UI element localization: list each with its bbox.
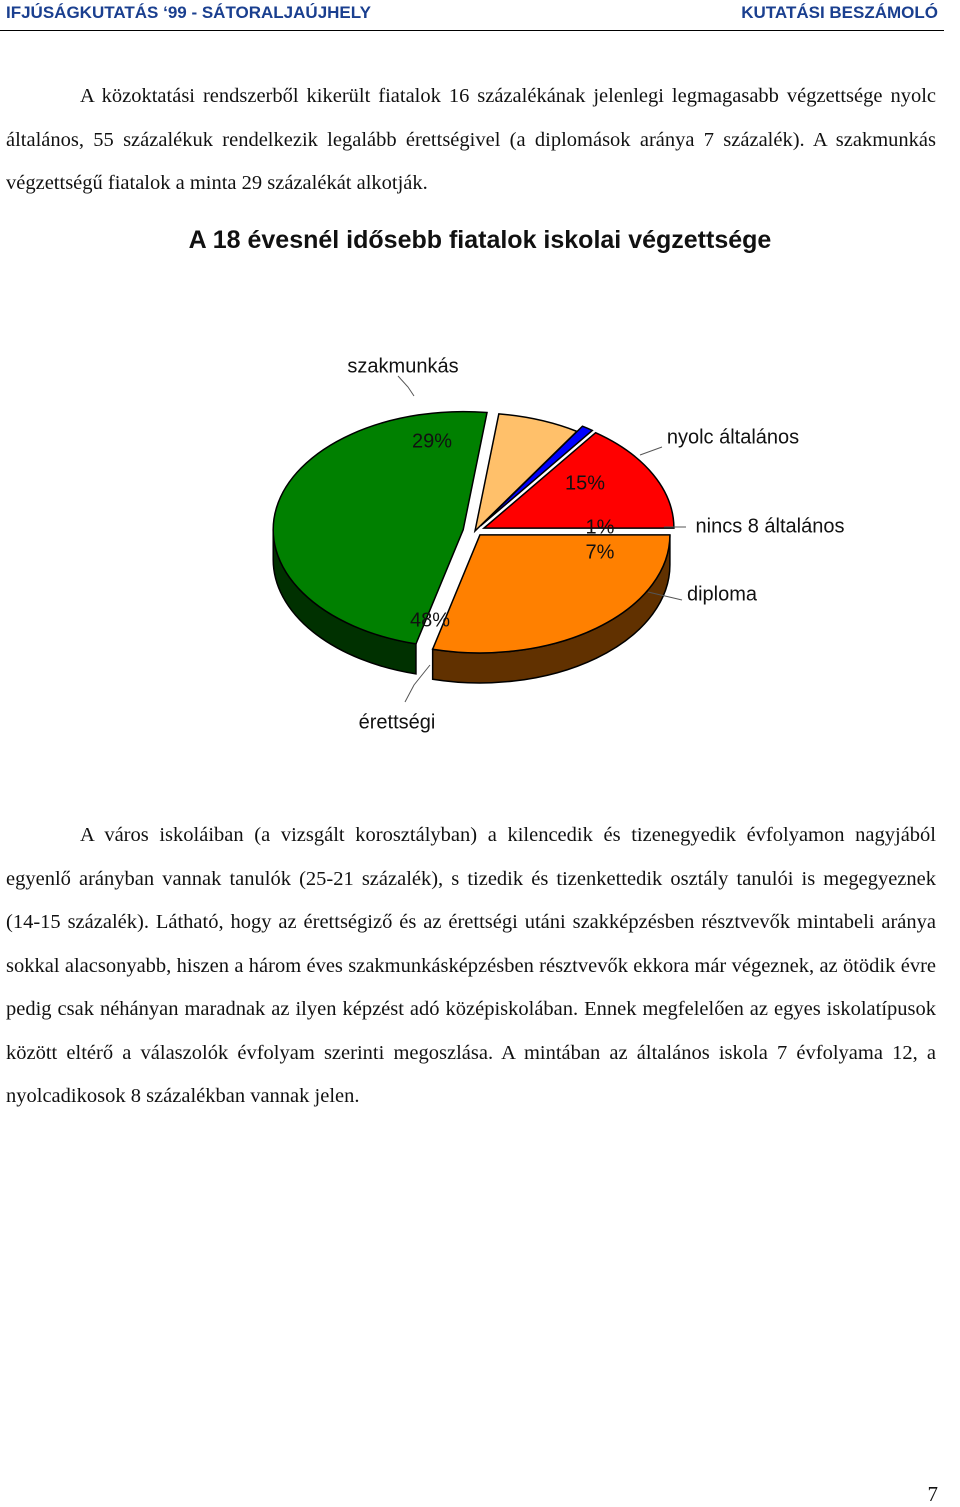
slice-szakmunkas-category-label: szakmunkás xyxy=(347,355,458,377)
slice-erettsegi-category-label: érettségi xyxy=(359,711,436,733)
pie-chart: 15% nyolc általános 1% nincs 8 általános 7% d… xyxy=(272,355,845,733)
slice-szakmunkas xyxy=(431,534,671,654)
slice-szakmunkas-leader-line xyxy=(397,375,415,397)
slice-nincs-8-altalanos-category-label: nincs 8 általános xyxy=(696,515,845,537)
slice-nyolc-altalanos-leader-line xyxy=(639,446,663,456)
slice-erettsegi xyxy=(272,410,488,645)
header-section: KUTATÁSI BESZÁMOLÓ xyxy=(741,3,938,22)
slice-szakmunkas-percent-label: 29% xyxy=(412,430,452,452)
slice-nyolc-altalanos-percent-label: 15% xyxy=(565,472,605,494)
slice-diploma xyxy=(473,413,579,534)
slice-diploma-leader-line xyxy=(647,591,683,601)
slice-erettsegi-leader-line xyxy=(404,664,431,703)
slice-nyolc-altalanos xyxy=(481,431,675,529)
page-header: IFJÚSÁGKUTATÁS ‘99 - SÁTORALJAÚJHELY KUT… xyxy=(0,0,944,31)
header-title: IFJÚSÁGKUTATÁS ‘99 - SÁTORALJAÚJHELY xyxy=(6,3,371,22)
slice-nincs-8-altalanos xyxy=(480,425,594,527)
slice-nincs-8-altalanos-percent-label: 1% xyxy=(586,516,615,538)
slice-erettsegi-percent-label: 48% xyxy=(410,609,450,631)
slice-nyolc-altalanos-category-label: nyolc általános xyxy=(667,426,799,448)
slice-diploma-percent-label: 7% xyxy=(586,541,615,563)
intro-paragraph: A közoktatási rendszerből kikerült fiata… xyxy=(6,85,936,194)
body-paragraph: A város iskoláiban (a vizsgált korosztál… xyxy=(6,824,936,1107)
slice-diploma-category-label: diploma xyxy=(687,583,758,605)
chart-title: A 18 évesnél idősebb fiatalok iskolai vé… xyxy=(188,226,772,254)
page-number: 7 xyxy=(927,1482,939,1506)
